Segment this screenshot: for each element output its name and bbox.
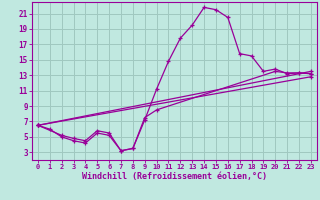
X-axis label: Windchill (Refroidissement éolien,°C): Windchill (Refroidissement éolien,°C)	[82, 172, 267, 181]
